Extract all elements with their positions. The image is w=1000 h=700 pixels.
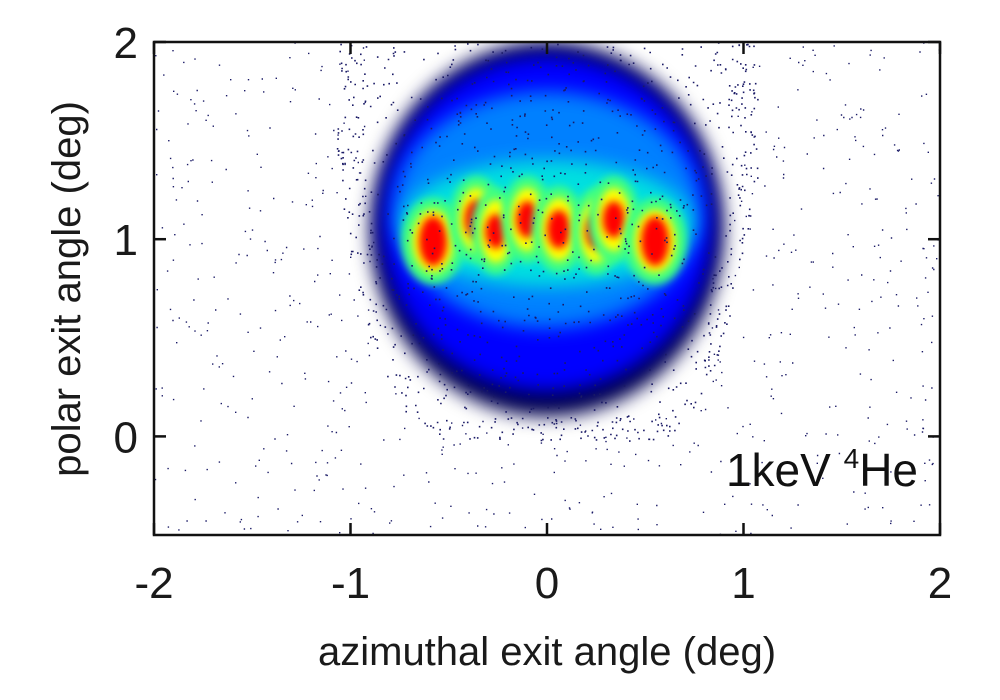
- axis-ticks: -2 -1 0 1 2 0 1 2: [114, 19, 953, 608]
- x-tick-label: 0: [535, 559, 559, 608]
- maximum-5: [532, 185, 586, 273]
- maxima-layer: [401, 176, 687, 285]
- maximum-1: [401, 197, 465, 285]
- y-tick-label: 0: [114, 413, 138, 462]
- annotation-main: 1keV: [726, 444, 844, 496]
- annotation-element: He: [859, 444, 918, 496]
- y-tick-label: 2: [114, 19, 138, 68]
- x-tick-label: -1: [331, 559, 370, 608]
- x-axis-label: azimuthal exit angle (deg): [318, 630, 776, 674]
- y-axis-label: polar exit angle (deg): [45, 101, 89, 477]
- y-tick-label: 1: [114, 216, 138, 265]
- annotation-label: 1keV 4He: [726, 443, 918, 496]
- annotation-superscript: 4: [844, 443, 860, 474]
- maximum-8: [623, 197, 687, 285]
- x-tick-label: 1: [731, 559, 755, 608]
- x-tick-label: -2: [134, 559, 173, 608]
- x-tick-label: 2: [928, 559, 952, 608]
